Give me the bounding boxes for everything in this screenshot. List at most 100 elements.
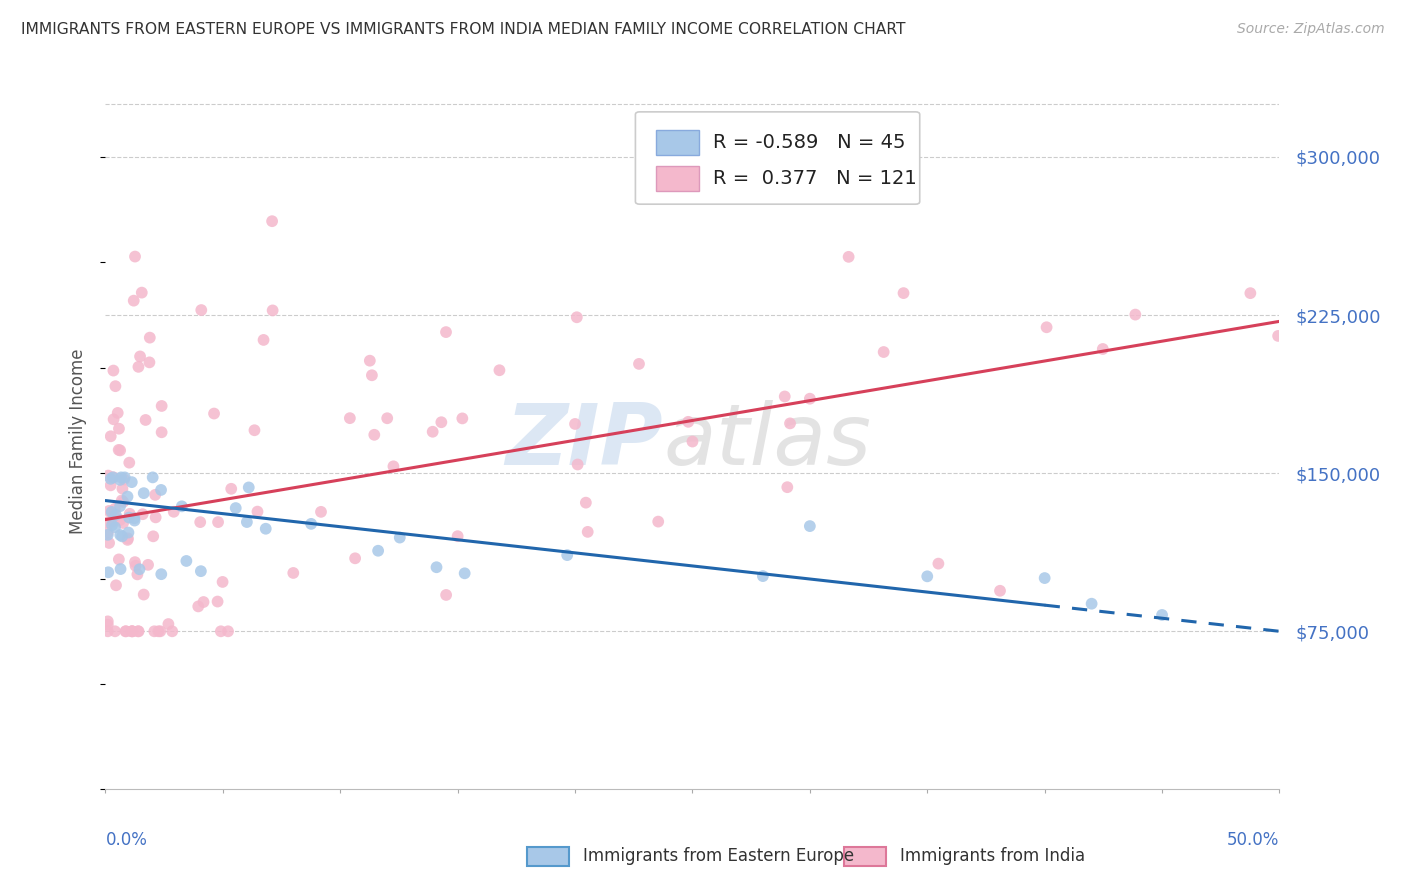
Point <box>145 510 167 524</box>
Point <box>124 250 146 264</box>
Point <box>202 407 225 421</box>
Point <box>150 483 173 497</box>
Point <box>105 578 128 592</box>
Point <box>567 458 589 472</box>
Point <box>108 443 131 458</box>
Point <box>98 504 121 518</box>
Point <box>97 566 120 580</box>
Point <box>111 482 134 496</box>
Point <box>1267 329 1289 343</box>
Point <box>101 515 124 529</box>
Point <box>217 624 239 639</box>
Text: ZIP: ZIP <box>506 400 664 483</box>
Point <box>97 615 120 629</box>
Point <box>893 286 915 301</box>
Point <box>1239 286 1261 301</box>
Point <box>422 425 444 439</box>
Point <box>150 425 173 440</box>
Point <box>139 331 162 345</box>
Point <box>678 415 700 429</box>
Point <box>359 353 381 368</box>
Point <box>799 519 821 533</box>
Point <box>252 333 274 347</box>
Point <box>211 574 233 589</box>
Point <box>110 528 132 542</box>
Point <box>262 303 284 318</box>
Point <box>100 478 122 492</box>
Point <box>101 518 124 533</box>
Point <box>1123 308 1146 322</box>
Point <box>111 493 134 508</box>
Point <box>434 588 457 602</box>
Point <box>565 310 588 325</box>
Point <box>127 359 149 374</box>
Point <box>163 505 186 519</box>
Point <box>188 515 211 529</box>
Point <box>100 429 122 443</box>
Point <box>97 617 120 632</box>
Point <box>142 470 165 484</box>
Point <box>283 566 305 580</box>
Point <box>176 554 198 568</box>
Point <box>160 624 183 639</box>
Point <box>150 399 173 413</box>
Point <box>118 456 141 470</box>
Text: R =  0.377   N = 121: R = 0.377 N = 121 <box>713 169 917 188</box>
Point <box>752 569 775 583</box>
Point <box>148 624 170 639</box>
Point <box>132 588 155 602</box>
Point <box>157 617 180 632</box>
Point <box>104 379 127 393</box>
Point <box>1150 607 1173 622</box>
Point <box>131 285 153 300</box>
Point <box>117 532 139 546</box>
Point <box>124 511 146 525</box>
Point <box>309 505 332 519</box>
Point <box>108 552 131 566</box>
Point <box>129 350 152 364</box>
Text: R = -0.589   N = 45: R = -0.589 N = 45 <box>713 133 905 152</box>
Point <box>124 514 146 528</box>
Point <box>115 624 138 639</box>
Point <box>128 624 150 639</box>
Point <box>127 567 149 582</box>
Point <box>150 567 173 582</box>
Point <box>104 502 127 516</box>
Point <box>104 520 127 534</box>
Point <box>103 412 125 426</box>
Point <box>243 423 266 437</box>
Point <box>136 558 159 572</box>
Point <box>131 507 153 521</box>
Point <box>135 413 157 427</box>
Point <box>799 392 821 406</box>
Point <box>627 357 650 371</box>
Point <box>1035 320 1057 334</box>
Point <box>238 480 260 494</box>
Point <box>388 531 411 545</box>
Point <box>375 411 398 425</box>
Point <box>190 303 212 318</box>
Point <box>219 482 242 496</box>
Point <box>117 533 139 547</box>
Point <box>149 624 172 639</box>
Point <box>107 442 129 457</box>
Point <box>236 515 259 529</box>
Point <box>143 624 166 639</box>
Point <box>112 516 135 530</box>
Point <box>555 548 578 562</box>
Point <box>97 468 120 483</box>
Point <box>108 499 131 513</box>
Point <box>108 513 131 527</box>
Point <box>564 417 586 431</box>
Point <box>97 528 120 542</box>
Point <box>339 411 361 425</box>
Text: 50.0%: 50.0% <box>1227 831 1279 849</box>
Point <box>299 516 322 531</box>
Point <box>190 564 212 578</box>
Point <box>107 406 129 420</box>
Point <box>121 475 143 490</box>
Point <box>193 595 215 609</box>
Point <box>779 417 801 431</box>
Point <box>124 555 146 569</box>
Point <box>103 470 125 484</box>
